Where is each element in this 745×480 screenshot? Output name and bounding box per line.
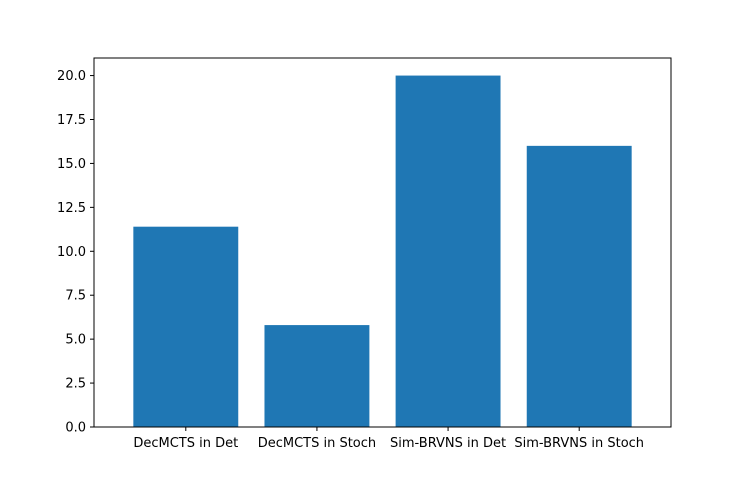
- y-tick-label: 5.0: [65, 333, 86, 348]
- bar: [264, 325, 370, 427]
- x-tick-label: DecMCTS in Det: [133, 436, 238, 451]
- y-tick-label: 12.5: [57, 201, 86, 216]
- x-tick-label: DecMCTS in Stoch: [258, 436, 376, 451]
- y-tick-label: 7.5: [65, 289, 86, 304]
- bar: [133, 226, 239, 427]
- x-tick-label: Sim-BRVNS in Det: [390, 436, 506, 451]
- y-tick-label: 17.5: [57, 113, 86, 128]
- y-tick-label: 0.0: [65, 421, 86, 436]
- y-tick-label: 10.0: [57, 245, 86, 260]
- bar: [526, 145, 632, 428]
- bars-group: [133, 75, 632, 428]
- y-tick-label: 15.0: [57, 157, 86, 172]
- y-tick-label: 2.5: [65, 377, 86, 392]
- y-axis: 0.0 2.5 5.0 7.5 10.0 12.5 15.0 17.5 20.0: [57, 69, 94, 436]
- bar: [395, 75, 501, 427]
- y-tick-label: 20.0: [57, 69, 86, 84]
- x-tick-label: Sim-BRVNS in Stoch: [514, 436, 644, 451]
- plot-frame: [93, 57, 672, 428]
- x-axis: DecMCTS in Det DecMCTS in Stoch Sim-BRVNS …: [133, 427, 644, 451]
